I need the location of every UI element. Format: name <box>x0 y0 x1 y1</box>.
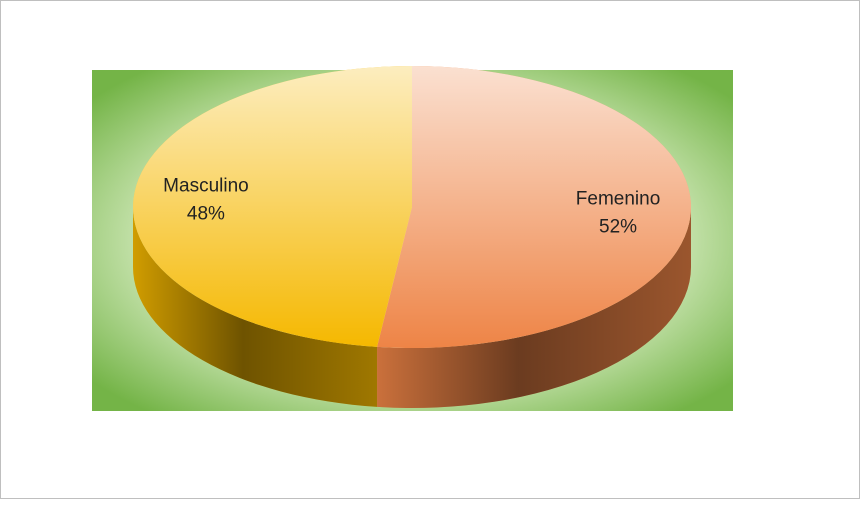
slice-side-shade <box>133 207 378 407</box>
pie: Femenino 52% Masculino 48% <box>132 66 691 408</box>
slice-label: Femenino <box>576 189 661 210</box>
data-label: 52% <box>599 217 637 238</box>
data-label: 48% <box>187 203 225 224</box>
slice-label: Masculino <box>163 175 249 196</box>
slice-side-shade <box>377 207 691 408</box>
slice-highlight <box>377 66 691 348</box>
slice-highlight <box>132 66 413 347</box>
